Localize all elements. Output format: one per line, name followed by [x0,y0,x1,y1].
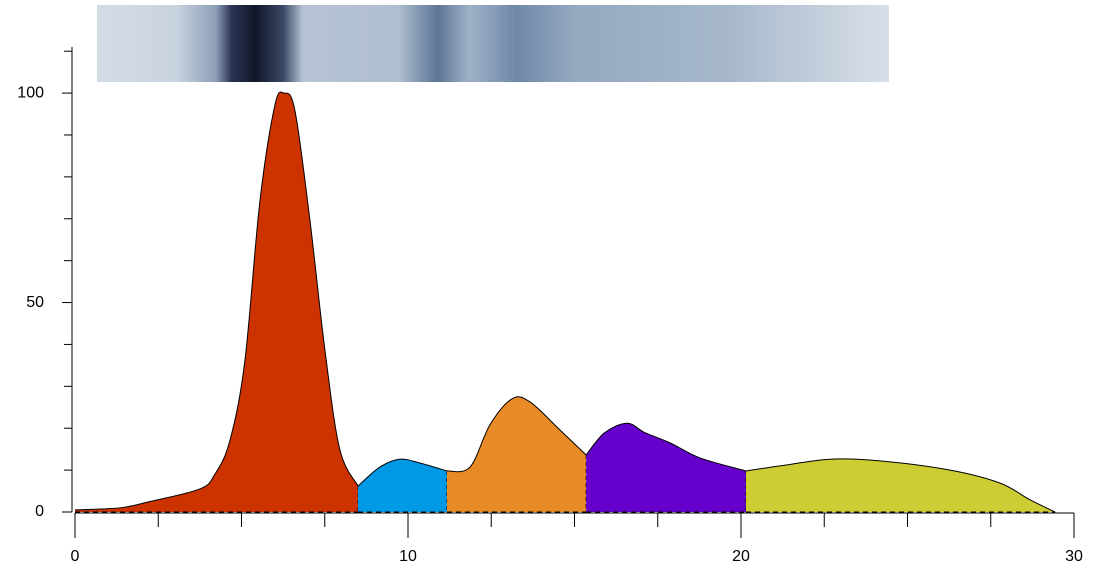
area-segment [745,458,1056,512]
x-tick-label: 30 [1065,548,1083,565]
y-tick-label: 0 [35,503,44,520]
areas [74,91,1056,513]
area-segment [358,459,447,512]
y-tick-label: 50 [26,294,44,311]
area-outline [446,396,587,473]
area-segment [586,423,746,512]
area-outline [745,458,1056,513]
area-outline [74,91,359,511]
x-tick-label: 20 [732,548,750,565]
area-segment [75,91,359,512]
x-tick-label: 10 [399,548,417,565]
gel-lane-image [97,5,889,82]
area-segment [446,396,587,512]
y-tick-label: 100 [17,84,44,101]
axes: 0 50 100 0 10 20 30 [17,47,1083,565]
x-tick-label: 0 [71,548,80,565]
area-outline [357,458,448,487]
area-outline [585,422,747,472]
